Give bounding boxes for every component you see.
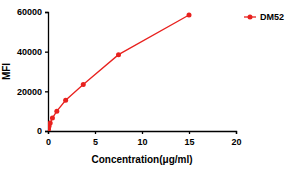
- x-tick: 0: [46, 131, 51, 147]
- series-line: [48, 15, 189, 130]
- x-tick: 20: [231, 131, 241, 147]
- y-axis-title: MFI: [1, 63, 12, 80]
- y-tick-label: 0: [37, 126, 42, 136]
- x-tick: 10: [137, 131, 147, 147]
- legend-item: DM52: [244, 12, 284, 22]
- series-marker: [63, 98, 68, 103]
- y-tick: 60000: [17, 7, 48, 17]
- y-tick-mark: [45, 52, 48, 53]
- x-tick-mark: [142, 131, 143, 134]
- series-marker: [48, 121, 53, 126]
- x-tick: 15: [184, 131, 194, 147]
- series-marker: [187, 12, 192, 17]
- x-tick-label: 5: [93, 137, 98, 147]
- x-axis-line: [49, 132, 237, 135]
- x-tick-label: 15: [184, 137, 194, 147]
- y-tick-mark: [45, 12, 48, 13]
- y-tick: 20000: [17, 87, 48, 97]
- y-tick-mark: [45, 131, 48, 132]
- marks: [48, 12, 192, 131]
- legend-marker: [248, 15, 253, 20]
- plot: 0 5 10 15 20 0 20000 40000 60000: [17, 7, 242, 147]
- series-marker: [81, 82, 86, 87]
- x-tick-label: 20: [231, 137, 241, 147]
- legend-label: DM52: [260, 12, 284, 22]
- x-axis-title: Concentration(μg/ml): [91, 154, 192, 165]
- y-tick-label: 20000: [17, 87, 42, 97]
- y-tick-label: 60000: [17, 7, 42, 17]
- x-tick-mark: [189, 131, 190, 134]
- x-tick-mark: [236, 131, 237, 134]
- x-tick-label: 0: [46, 137, 51, 147]
- series-marker: [50, 116, 55, 121]
- y-tick-label: 40000: [17, 47, 42, 57]
- series-marker: [116, 52, 121, 57]
- x-tick-label: 10: [137, 137, 147, 147]
- y-tick-mark: [45, 91, 48, 92]
- x-tick: 5: [93, 131, 98, 147]
- y-tick: 0: [37, 126, 48, 136]
- y-axis-line: [45, 13, 49, 132]
- series-marker: [54, 109, 59, 114]
- chart: 0 5 10 15 20 0 20000 40000 60000 Concentration(μg…: [0, 0, 300, 169]
- legend: DM52: [244, 12, 284, 22]
- y-tick: 40000: [17, 47, 48, 57]
- y-axis: 0 20000 40000 60000: [17, 7, 49, 136]
- x-axis: 0 5 10 15 20: [46, 131, 242, 147]
- x-tick-mark: [95, 131, 96, 134]
